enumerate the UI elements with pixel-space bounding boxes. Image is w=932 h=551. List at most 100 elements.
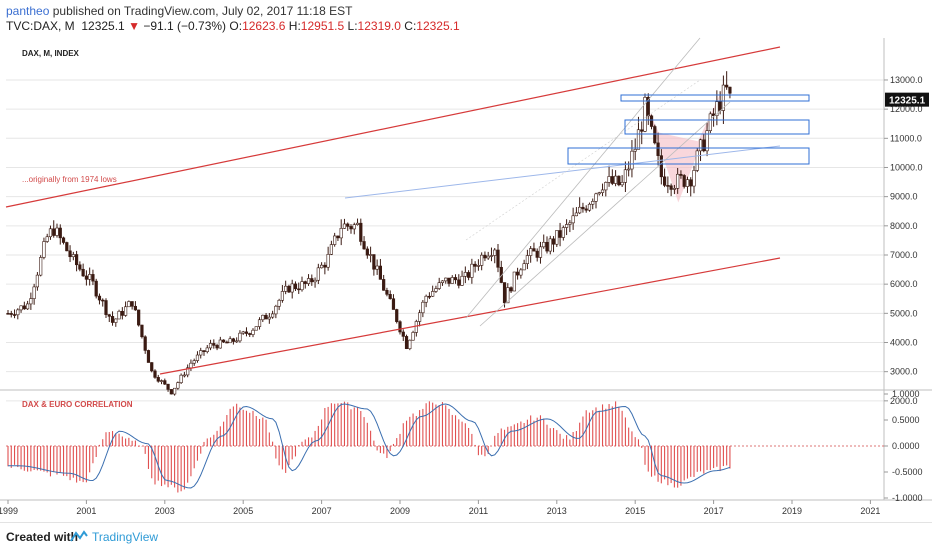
candle-body [143, 336, 147, 351]
candle-body [267, 316, 271, 320]
candle-body [297, 288, 301, 291]
close-label: C: [404, 19, 417, 33]
candle-body [241, 331, 245, 334]
price-axis[interactable]: 2000.0 3000.0 4000.0 5000.0 6000.0 7000.0 8000… [884, 75, 929, 503]
candle-body [117, 310, 121, 320]
candle-body [506, 287, 510, 304]
price-tick-label: 13000.0 [890, 75, 923, 85]
chart-canvas[interactable]: 2000.0 3000.0 4000.0 5000.0 6000.0 7000.0 8000… [0, 0, 932, 522]
candle-body [368, 254, 373, 256]
candle-body [581, 206, 585, 210]
candle-body [666, 185, 670, 187]
candle-body [306, 278, 311, 284]
candle-body [385, 290, 389, 295]
drawings [5, 37, 810, 375]
candle-body [721, 84, 725, 111]
candle-body [166, 383, 170, 390]
candle-body [127, 301, 131, 308]
chart-header: pantheo published on TradingView.com, Ju… [0, 0, 932, 36]
candle-body [640, 129, 644, 132]
resistance-box-1 [620, 94, 810, 102]
high-label: H: [288, 19, 301, 33]
support-box [567, 147, 810, 165]
candle-body [594, 193, 598, 202]
candle-body [388, 294, 392, 300]
time-tick-label: 2007 [312, 506, 332, 516]
time-tick-label: 2013 [547, 506, 567, 516]
candle-body [323, 264, 327, 268]
price-tick-label: 8000.0 [890, 221, 918, 231]
candle-body [372, 254, 376, 270]
candle-body [205, 347, 209, 353]
candle-body [728, 86, 732, 94]
published-text: published on TradingView.com, July 02, 2… [49, 4, 353, 18]
candle-body [316, 267, 320, 281]
candle-body [35, 274, 39, 288]
candle-body [395, 309, 399, 322]
candle-body [159, 380, 164, 382]
candle-body [124, 306, 128, 316]
candle-body [466, 272, 471, 278]
candle-body [604, 182, 608, 191]
price-tick-label: 10000.0 [890, 162, 923, 172]
candle-body [114, 318, 118, 323]
grid [0, 38, 932, 501]
candle-body [120, 310, 124, 316]
candle-body [58, 227, 62, 239]
candle-body [19, 305, 23, 311]
candle-body [110, 316, 115, 323]
candle-body [538, 246, 543, 258]
candle-body [561, 227, 565, 238]
price-tick-label: 2000.0 [890, 396, 918, 406]
candle-body [610, 176, 614, 184]
candle-body [470, 263, 474, 278]
candle-body [676, 173, 680, 189]
candle-body [460, 275, 464, 286]
candle-body [564, 224, 569, 228]
candle-body [408, 339, 412, 349]
candle-body [182, 374, 187, 377]
pattern-leg-1 [643, 97, 698, 180]
tradingview-brand[interactable]: TradingView [92, 530, 159, 544]
candle-body [228, 338, 232, 344]
time-tick-label: 2019 [782, 506, 802, 516]
candle-body [568, 222, 572, 225]
price-tick-label: 11000.0 [890, 133, 922, 143]
high-value: 12951.5 [300, 19, 345, 33]
candle-body [192, 360, 196, 364]
candle-body [711, 113, 716, 117]
candle-body [365, 248, 369, 256]
candle-body [659, 155, 663, 178]
candle-body [555, 230, 559, 245]
price-tick-label: 12000.0 [890, 104, 923, 114]
candle-body [274, 305, 278, 315]
candle-body [669, 185, 673, 190]
time-tick-label: 2005 [233, 506, 253, 516]
indicator-tick-label: -1.0000 [892, 493, 923, 503]
price-tick-label: 3000.0 [890, 367, 918, 377]
candle-body [535, 250, 539, 258]
candle-body [130, 301, 134, 307]
time-axis[interactable]: 1999 2001 2003 2005 2007 2009 2011 2013 2015 2017… [0, 500, 880, 516]
candle-body [382, 279, 386, 291]
open-value: 12623.6 [242, 19, 286, 33]
author-link[interactable]: pantheo [6, 4, 50, 18]
publish-line: pantheo published on TradingView.com, Ju… [6, 4, 352, 18]
candle-body [584, 208, 588, 211]
candle-body [287, 285, 291, 293]
indicator-tick-label: 0.0000 [892, 441, 920, 451]
candle-body [303, 281, 307, 284]
candle-body [310, 278, 314, 283]
candle-body [16, 309, 20, 316]
candle-body [444, 277, 448, 282]
candle-body [512, 271, 516, 292]
candle-body [133, 305, 138, 311]
price-panel-title: DAX, M, INDEX [22, 49, 80, 58]
candle-body [42, 241, 46, 258]
channel-lower-line [159, 257, 781, 375]
candle-body [440, 280, 445, 284]
candle-body [222, 339, 226, 343]
candle-body [486, 255, 490, 259]
candle-body [499, 266, 503, 283]
candle-body [578, 206, 582, 214]
